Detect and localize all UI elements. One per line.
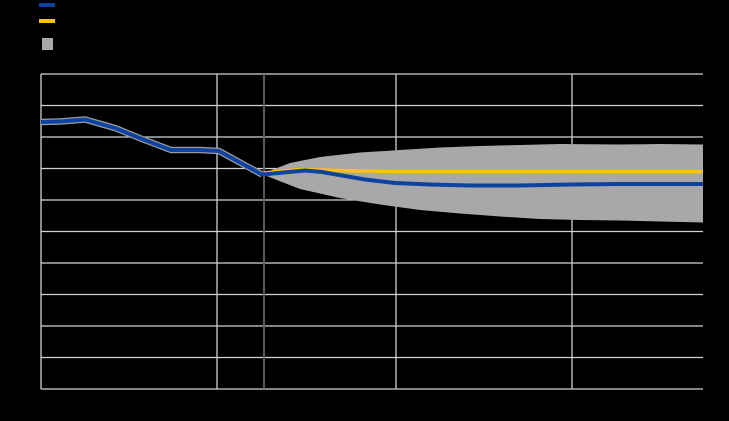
band-layer xyxy=(264,144,703,223)
main-line xyxy=(40,117,703,188)
legend-swatch-forecast-line-series xyxy=(39,3,55,7)
legend xyxy=(0,0,200,60)
legend-swatch-scenario-line-series xyxy=(39,19,55,23)
line-layer xyxy=(40,116,703,188)
uncertainty-band xyxy=(264,144,703,223)
grid-layer xyxy=(40,73,703,390)
main-line-halo xyxy=(40,116,264,178)
legend-swatch-uncertainty-band-series xyxy=(42,38,53,50)
